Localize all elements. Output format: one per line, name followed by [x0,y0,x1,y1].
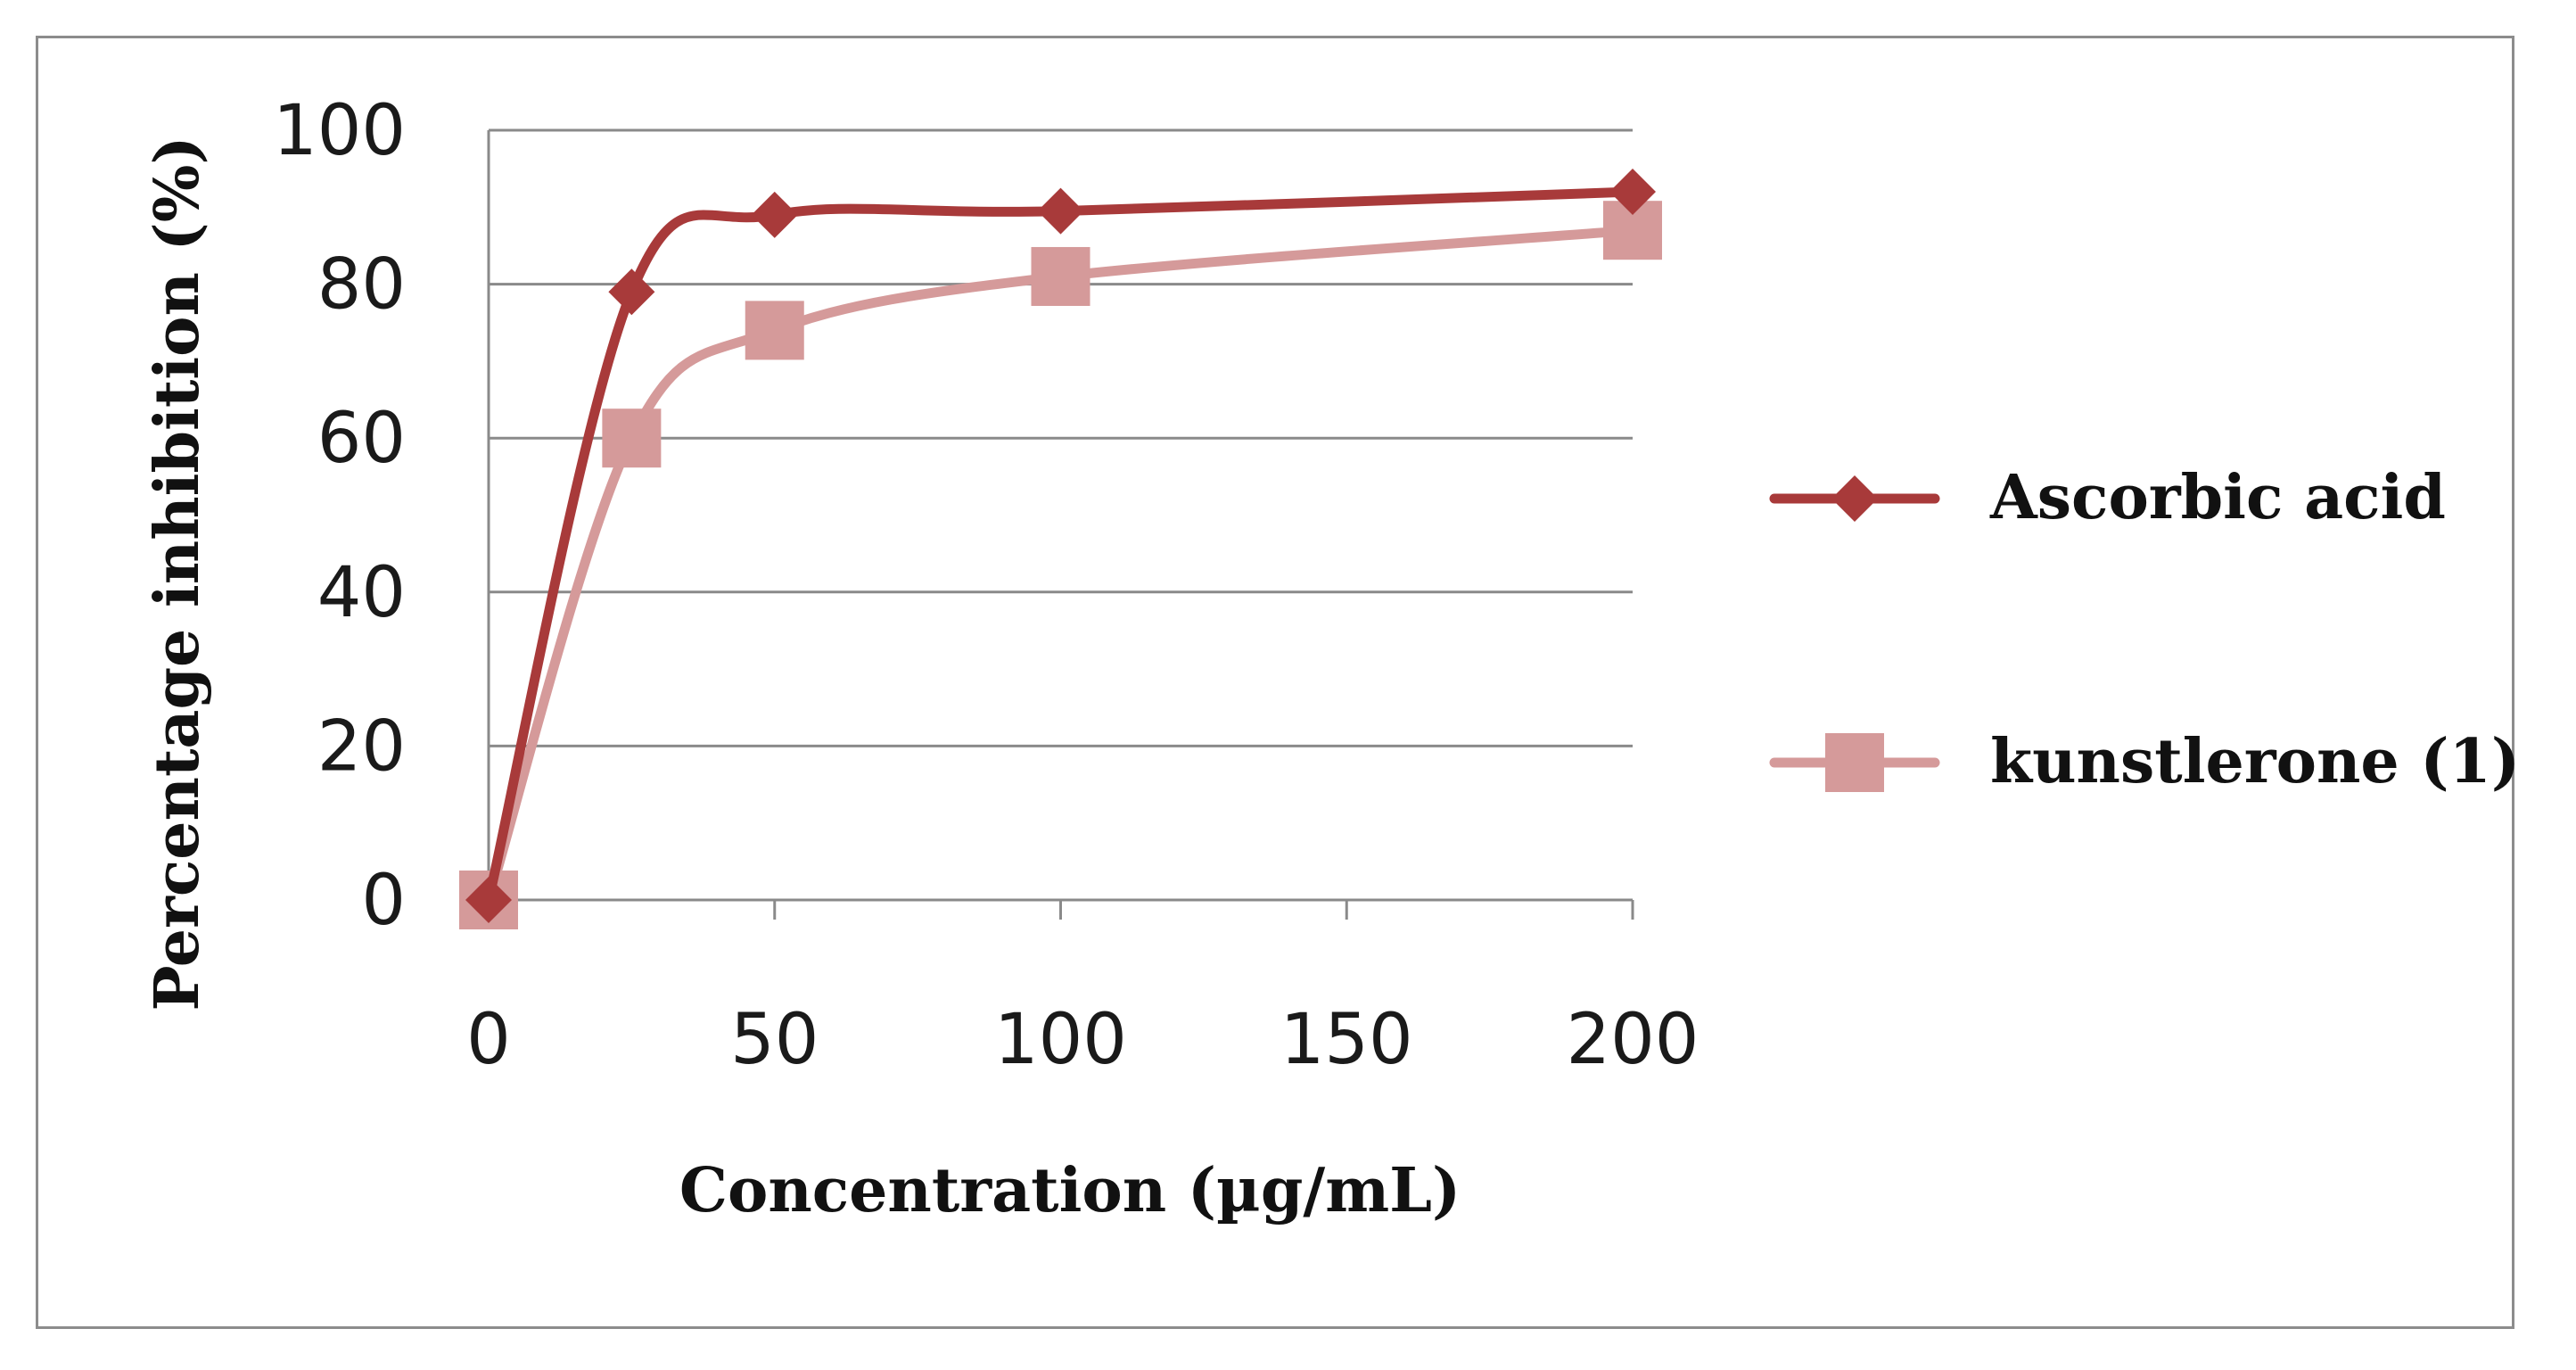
legend-entry: kunstlerone (1) [1769,726,2520,797]
series-1 [459,201,1662,929]
data-point [751,191,798,238]
series [459,169,1662,929]
data-point [602,409,662,468]
chart-frame [36,36,2514,1329]
legend-label: kunstlerone (1) [1990,726,2520,797]
data-point [465,877,512,923]
data-point [1031,246,1090,306]
legend-marker [1825,733,1884,792]
data-point [1037,187,1084,235]
legend-label: Ascorbic acid [1989,462,2446,533]
legend-entry: Ascorbic acid [1769,462,2446,533]
x-axis-title: Concentration (µg/mL) [679,1155,1461,1226]
y-tick-labels: 0 20 40 60 80 100 [273,91,406,941]
x-tick-label: 0 [466,1000,511,1080]
data-point [1609,169,1656,216]
x-tick-label: 150 [1280,1000,1413,1080]
y-axis-title: Percentage inhibition (%) [142,136,213,1011]
data-point [745,301,804,360]
series-line [483,225,1638,905]
legend-marker [1831,475,1878,522]
axes [487,130,1634,920]
legend: Ascorbic acid kunstlerone (1) [1769,462,2520,797]
x-tick-label: 200 [1567,1000,1700,1080]
gridlines [489,128,1633,747]
y-tick-label: 20 [317,706,406,787]
y-tick-label: 0 [361,861,406,941]
y-tick-label: 60 [317,399,406,479]
y-tick-label: 40 [317,553,406,633]
data-point [608,268,655,316]
x-tick-label: 100 [994,1000,1127,1080]
x-tick-labels: 0 50 100 150 200 [466,1000,1699,1080]
y-tick-label: 100 [273,91,406,171]
series-0 [465,169,1656,923]
y-tick-label: 80 [317,245,406,326]
x-tick-label: 50 [730,1000,819,1080]
